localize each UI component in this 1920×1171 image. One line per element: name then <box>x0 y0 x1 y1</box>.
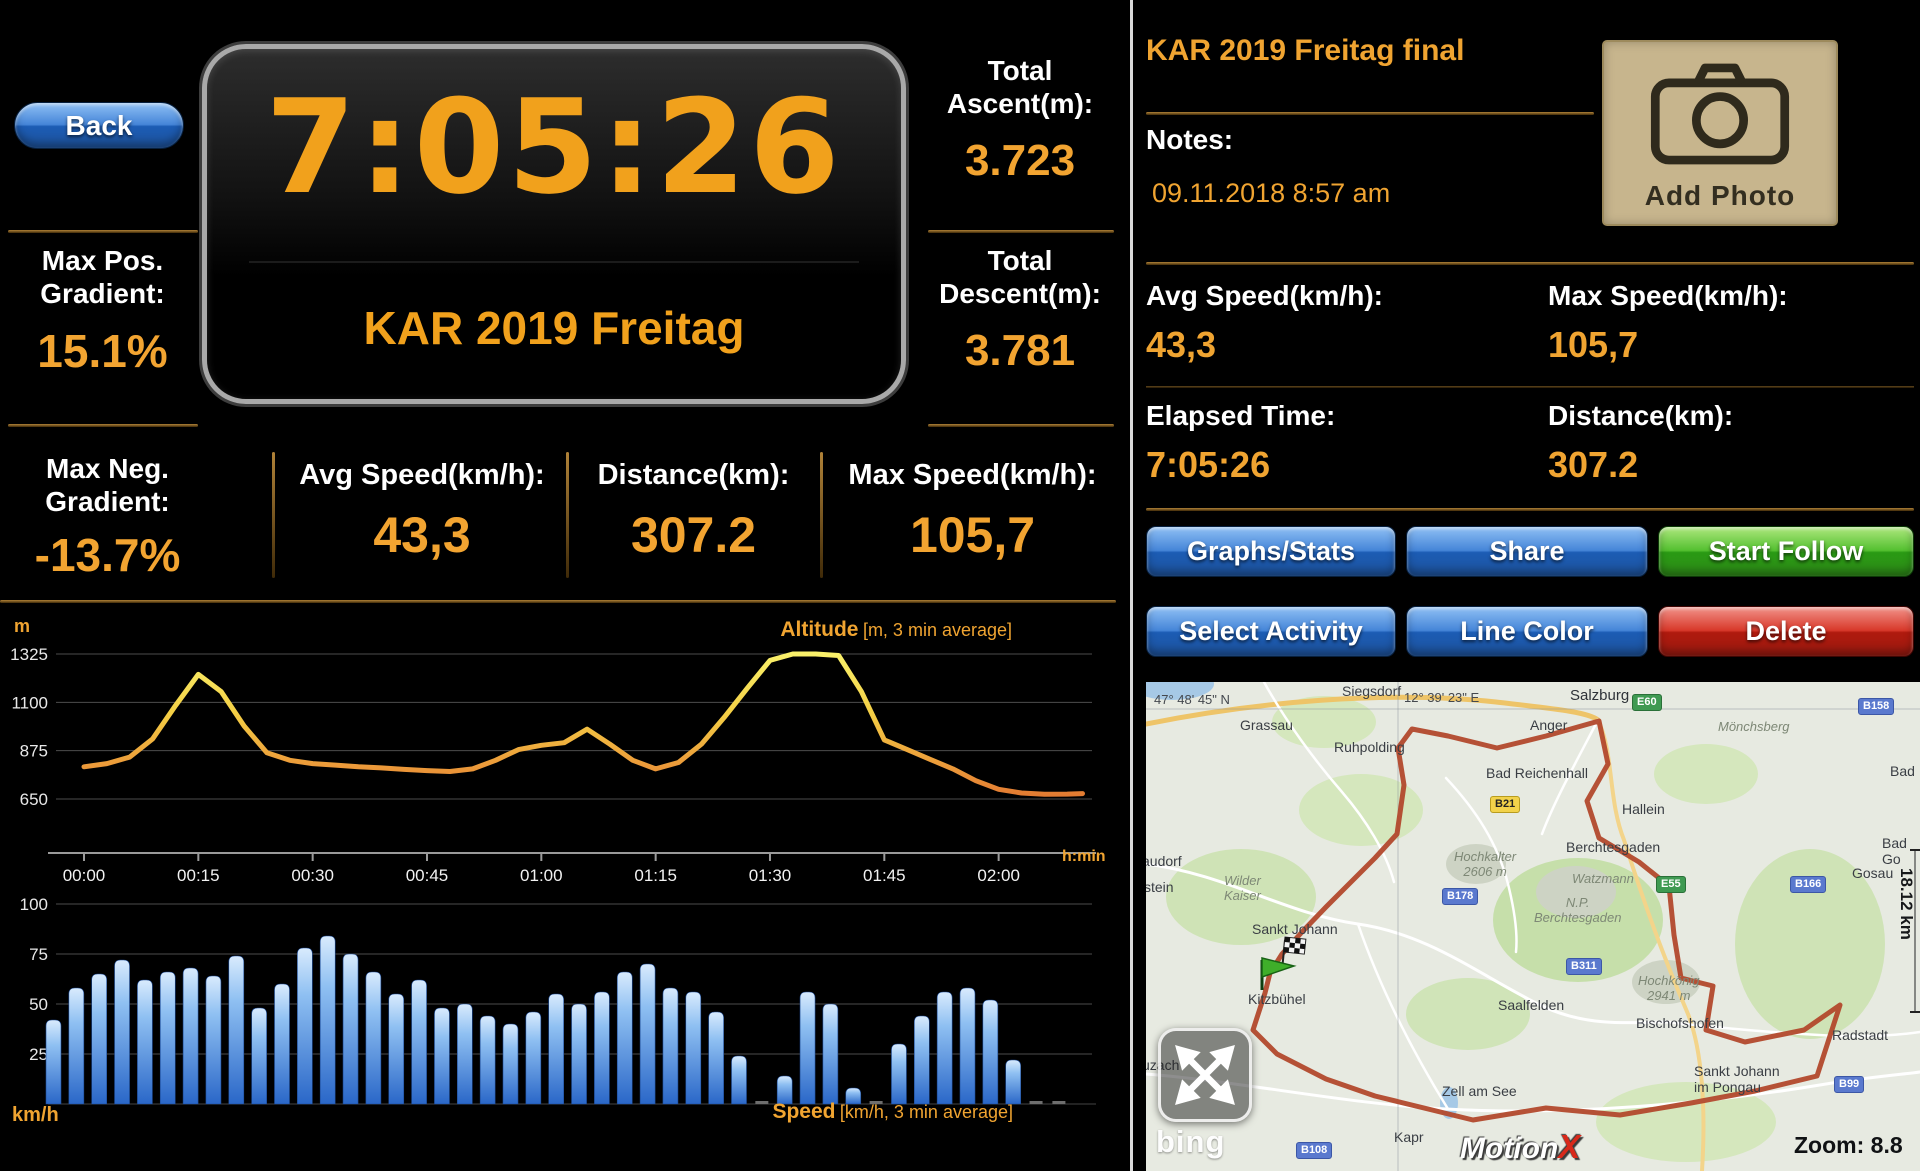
rp-avg-speed-value: 43,3 <box>1146 324 1217 365</box>
total-descent-label: Total <box>987 245 1053 276</box>
separator <box>8 424 198 427</box>
total-descent-value: 3.781 <box>964 326 1076 376</box>
notes-label: Notes: <box>1146 124 1234 155</box>
altitude-chart: 650 875 1100 1325 m 00:00 00:15 00:30 00:45 01:00… <box>10 618 1106 885</box>
svg-text:1325: 1325 <box>10 645 48 664</box>
svg-text:100: 100 <box>20 895 48 914</box>
total-descent-block: Total Descent(m): 3.781 <box>916 244 1124 376</box>
add-photo-label: Add Photo <box>1644 180 1796 211</box>
separator <box>820 452 823 578</box>
max-pos-gradient-value: 15.1% <box>37 325 168 378</box>
avg-speed-block: Avg Speed(km/h): 43,3 <box>282 458 562 564</box>
svg-text:00:45: 00:45 <box>406 866 449 885</box>
altitude-chart-title: Altitude [m, 3 min average] <box>780 618 1012 641</box>
max-pos-gradient-label: Max Pos. <box>41 245 164 276</box>
svg-text:01:15: 01:15 <box>634 866 677 885</box>
svg-text:00:30: 00:30 <box>291 866 334 885</box>
svg-text:01:30: 01:30 <box>749 866 792 885</box>
zoom-level-label: Zoom: 8.8 <box>1794 1132 1903 1158</box>
panel-divider <box>1130 0 1133 1171</box>
rp-max-speed-value: 105,7 <box>1548 324 1639 365</box>
distance-value: 307.2 <box>630 507 757 564</box>
rp-distance-value: 307.2 <box>1548 444 1639 485</box>
bing-logo: bing <box>1156 1124 1226 1159</box>
avg-speed-label: Avg Speed(km/h): <box>299 459 545 491</box>
total-ascent-label: Total <box>987 55 1053 86</box>
max-pos-gradient-block: Max Pos. Gradient: 15.1% <box>0 244 205 378</box>
expand-map-button[interactable] <box>1158 1028 1252 1122</box>
rp-elapsed-value: 7:05:26 <box>1146 444 1271 485</box>
svg-text:00:15: 00:15 <box>177 866 220 885</box>
rp-avg-speed-label: Avg Speed(km/h): <box>1146 280 1383 311</box>
separator <box>1146 508 1914 511</box>
max-neg-gradient-block: Max Neg. Gradient: -13.7% <box>0 452 215 582</box>
separator <box>8 230 198 233</box>
separator <box>566 452 569 578</box>
timer-divider <box>248 261 860 263</box>
motionx-logo: MotionX <box>1460 1128 1581 1165</box>
max-neg-gradient-value: -13.7% <box>34 529 181 582</box>
svg-text:h:min: h:min <box>1062 848 1106 865</box>
svg-text:25: 25 <box>29 1045 48 1064</box>
separator <box>1146 262 1914 265</box>
map-canvas <box>1146 682 1920 1171</box>
speed-chart-title: Speed [km/h, 3 min average] <box>772 1100 1013 1123</box>
max-neg-gradient-label: Max Neg. <box>46 453 169 484</box>
rp-max-speed-label: Max Speed(km/h): <box>1548 280 1788 311</box>
svg-text:875: 875 <box>20 742 48 761</box>
total-ascent-value: 3.723 <box>964 136 1076 186</box>
svg-text:650: 650 <box>20 790 48 809</box>
svg-text:01:00: 01:00 <box>520 866 563 885</box>
rp-distance-label: Distance(km): <box>1548 400 1734 431</box>
max-speed-block: Max Speed(km/h): 105,7 <box>830 458 1115 564</box>
max-speed-value: 105,7 <box>909 507 1036 564</box>
track-name: KAR 2019 Freitag <box>363 302 745 354</box>
total-ascent-block: Total Ascent(m): 3.723 <box>916 54 1124 186</box>
svg-text:01:45: 01:45 <box>863 866 906 885</box>
back-button[interactable]: Back <box>14 102 184 149</box>
speed-chart: 25 50 75 100 <box>20 895 1096 1105</box>
separator <box>272 452 275 578</box>
svg-text:02:00: 02:00 <box>977 866 1020 885</box>
select-activity-button[interactable]: Select Activity <box>1146 606 1396 657</box>
separator <box>1146 386 1914 388</box>
svg-text:1100: 1100 <box>11 693 48 712</box>
svg-text:50: 50 <box>29 995 48 1014</box>
map-scale-label: 18.12 km <box>1897 868 1916 940</box>
speed-chart-unit-label: km/h <box>12 1104 59 1126</box>
avg-speed-value: 43,3 <box>373 507 471 564</box>
start-flag-marker <box>1260 957 1297 990</box>
svg-text:75: 75 <box>29 945 48 964</box>
map-scale-ticks <box>1910 849 1920 1013</box>
separator <box>1146 112 1594 115</box>
notes-date: 09.11.2018 8:57 am <box>1152 178 1391 208</box>
separator <box>0 600 1116 603</box>
line-color-button[interactable]: Line Color <box>1406 606 1648 657</box>
delete-button[interactable]: Delete <box>1658 606 1914 657</box>
timer-panel: 7:05:26 KAR 2019 Freitag <box>202 44 906 404</box>
share-button[interactable]: Share <box>1406 526 1648 577</box>
separator <box>928 230 1114 233</box>
elapsed-timer-display: 7:05:26 <box>265 71 843 223</box>
svg-text:00:00: 00:00 <box>63 866 106 885</box>
track-route-line <box>1250 718 1843 1123</box>
route-map[interactable]: Siegsdorf Salzburg Mönchsberg Grassau Ruhpol… <box>1146 682 1920 1171</box>
svg-text:m: m <box>14 618 30 636</box>
distance-label: Distance(km): <box>597 459 790 491</box>
track-title: KAR 2019 Freitag final <box>1146 34 1465 67</box>
rp-elapsed-label: Elapsed Time: <box>1146 400 1336 431</box>
latitude-label: 47° 48' 45" N <box>1154 692 1230 707</box>
longitude-label: 12° 39' 23" E <box>1404 690 1480 705</box>
graphs-stats-button[interactable]: Graphs/Stats <box>1146 526 1396 577</box>
separator <box>928 424 1114 427</box>
start-follow-button[interactable]: Start Follow <box>1658 526 1914 577</box>
distance-block: Distance(km): 307.2 <box>576 458 811 564</box>
camera-icon <box>1650 63 1790 165</box>
add-photo-button[interactable]: Add Photo <box>1602 40 1838 226</box>
max-speed-label: Max Speed(km/h): <box>848 459 1097 491</box>
expand-arrows-icon <box>1175 1045 1235 1105</box>
